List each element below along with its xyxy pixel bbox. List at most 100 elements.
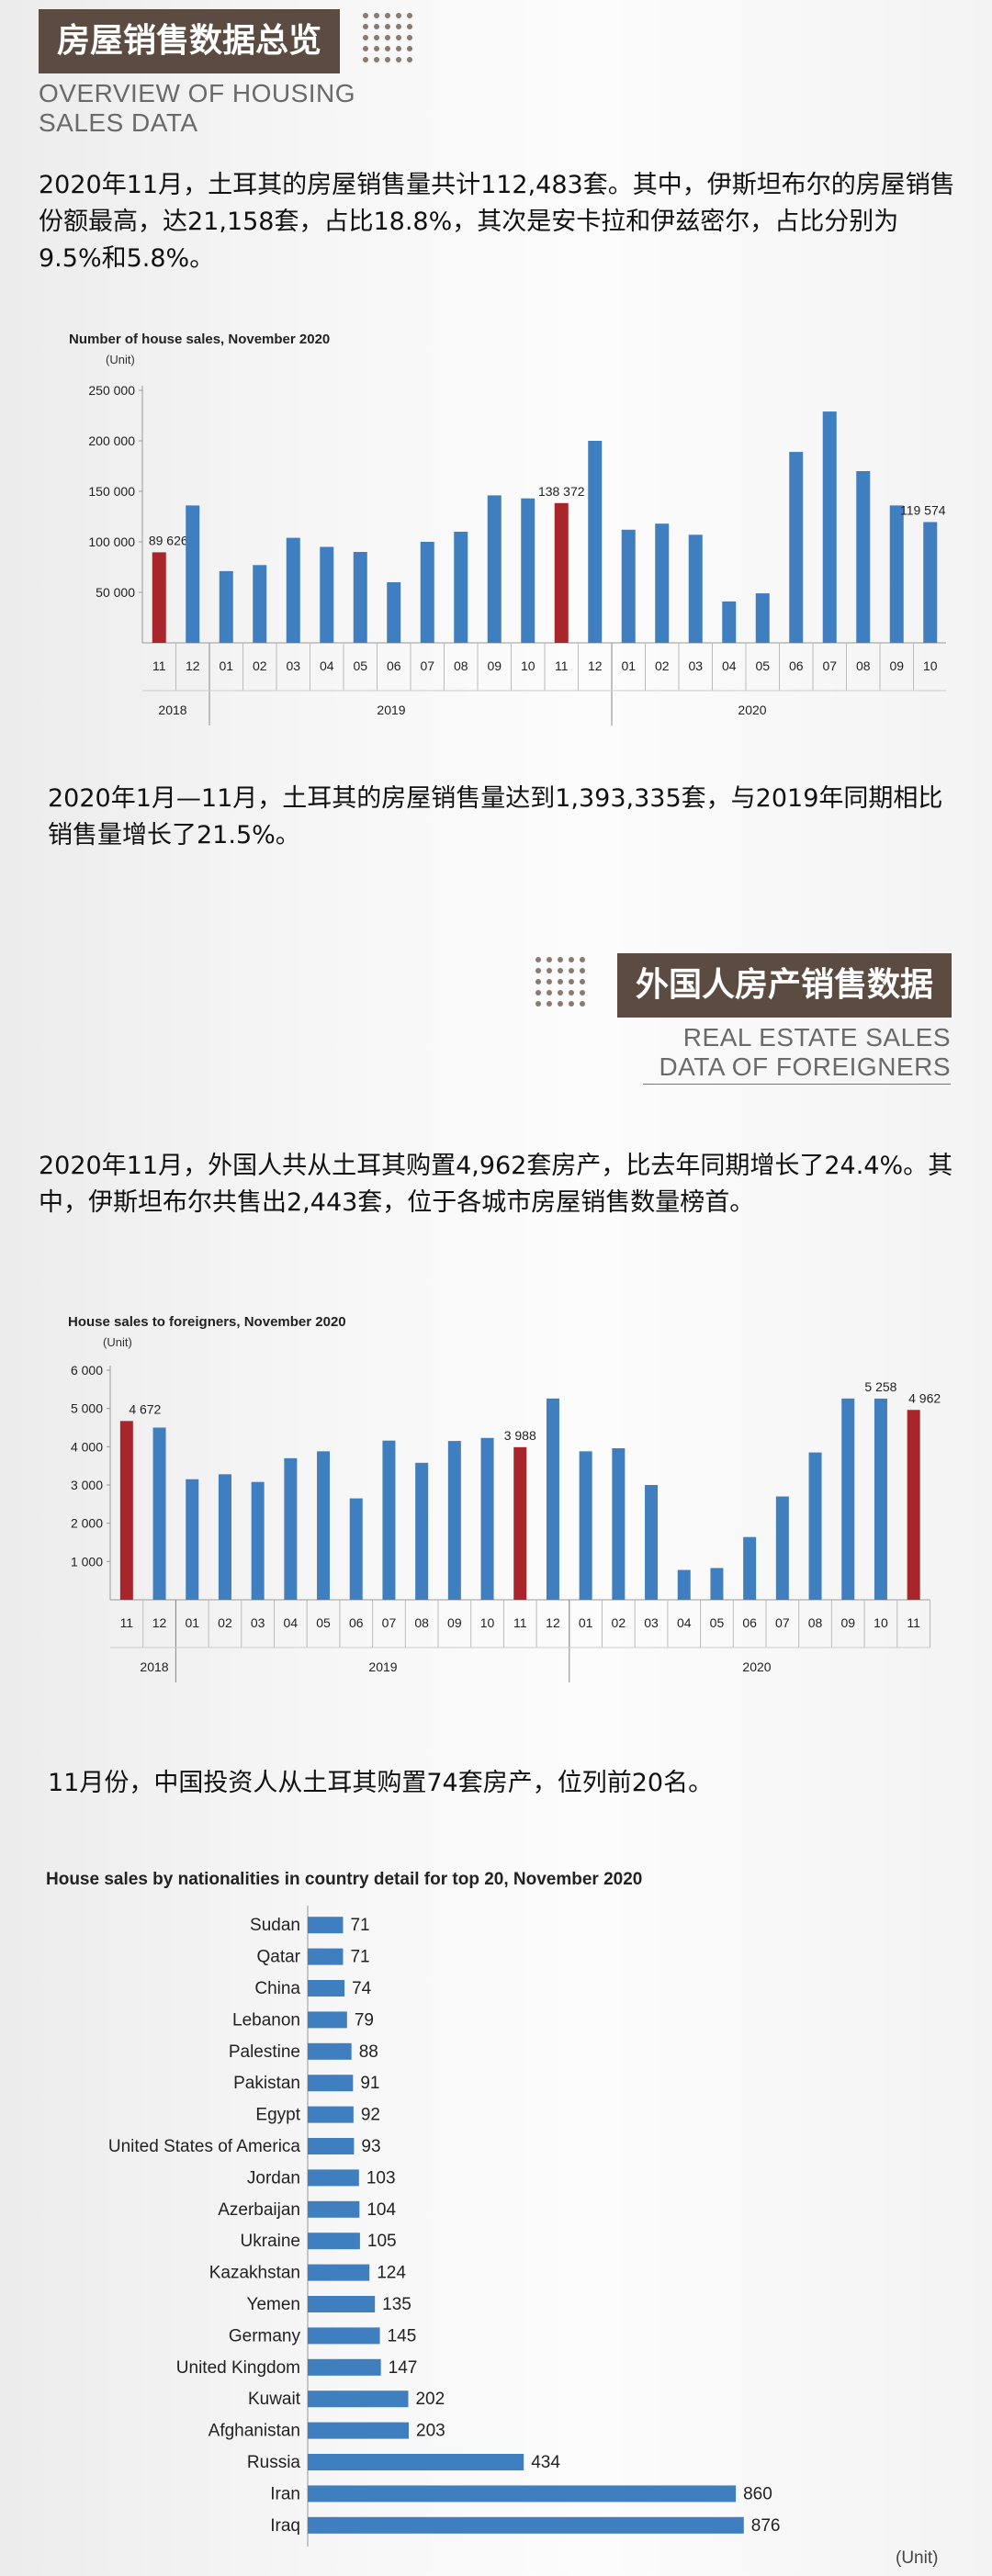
- category-label: Palestine: [229, 2042, 300, 2062]
- x-tick-label: 09: [889, 658, 904, 673]
- subtitle-line: SALES DATA: [39, 108, 198, 137]
- bar: [722, 601, 737, 643]
- category-label: Sudan: [250, 1916, 300, 1935]
- nationality-sales-chart: House sales by nationalities in country …: [46, 1870, 938, 2568]
- x-tick-label: 05: [316, 1615, 331, 1630]
- section-title-text: 外国人房产销售数据: [636, 966, 934, 1004]
- bar: [579, 1451, 592, 1600]
- x-tick-label: 08: [454, 658, 468, 673]
- x-tick-label: 01: [621, 658, 636, 673]
- bar: [186, 1479, 199, 1600]
- year-label: 2020: [742, 1659, 771, 1674]
- y-tick-label: 4 000: [71, 1439, 103, 1454]
- x-tick-label: 10: [521, 658, 535, 673]
- value-label: 74: [352, 1979, 372, 1998]
- year-label: 2018: [158, 703, 186, 717]
- x-tick-label: 12: [152, 1615, 167, 1630]
- bar: [349, 1498, 363, 1600]
- category-label: United States of America: [108, 2137, 301, 2156]
- bar: [487, 495, 502, 643]
- value-label: 860: [743, 2484, 772, 2503]
- bar: [308, 1980, 345, 1997]
- section-subtitle: REAL ESTATE SALES DATA OF FOREIGNERS: [643, 1023, 951, 1082]
- value-label: 434: [531, 2453, 560, 2472]
- ytd-paragraph: 2020年1月—11月，土耳其的房屋销售量达到1,393,335套，与2019年…: [48, 784, 943, 849]
- china-paragraph: 11月份，中国投资人从土耳其购置74套房产，位列前20名。: [48, 1769, 714, 1797]
- bar: [186, 505, 200, 643]
- bar: [218, 1474, 231, 1600]
- section-title-foreigners: 外国人房产销售数据: [617, 953, 953, 1018]
- value-label: 103: [366, 2168, 396, 2188]
- intro-paragraph: 2020年11月，土耳其的房屋销售量共计112,483套。其中，伊斯坦布尔的房屋…: [39, 171, 955, 273]
- y-tick-label: 2 000: [71, 1516, 103, 1531]
- y-tick-label: 150 000: [88, 484, 135, 499]
- subtitle-underline: [643, 1084, 951, 1085]
- x-tick-label: 04: [320, 658, 334, 673]
- y-tick-label: 50 000: [96, 585, 135, 600]
- subtitle-line: REAL ESTATE SALES: [682, 1023, 951, 1052]
- bar: [308, 2296, 376, 2312]
- bar: [546, 1398, 559, 1600]
- chart-title: Number of house sales, November 2020: [69, 332, 330, 347]
- x-tick-label: 06: [742, 1615, 757, 1630]
- bar: [286, 537, 300, 643]
- x-tick-label: 02: [218, 1615, 232, 1630]
- category-label: Afghanistan: [209, 2422, 300, 2441]
- x-tick-label: 04: [722, 658, 737, 673]
- bar: [308, 1917, 344, 1934]
- section-subtitle: OVERVIEW OF HOUSING SALES DATA: [39, 79, 355, 138]
- value-label: 124: [377, 2264, 406, 2283]
- bar: [856, 471, 871, 643]
- data-label: 4 672: [129, 1401, 161, 1416]
- year-label: 2018: [140, 1659, 168, 1674]
- y-tick-label: 250 000: [88, 383, 135, 398]
- x-tick-label: 05: [755, 658, 770, 673]
- category-label: Russia: [247, 2453, 301, 2472]
- bar: [889, 505, 904, 643]
- bar: [320, 546, 334, 643]
- bar: [308, 2233, 360, 2250]
- x-tick-label: 11: [555, 658, 569, 673]
- bar: [119, 1421, 133, 1600]
- bar: [308, 2327, 380, 2345]
- category-label: Iraq: [270, 2516, 300, 2536]
- chart-unit-label: (Unit): [896, 2548, 938, 2568]
- x-tick-label: 03: [688, 658, 703, 673]
- bar: [743, 1536, 757, 1600]
- x-tick-label: 02: [612, 1615, 626, 1630]
- bar: [353, 552, 367, 643]
- subtitle-line: OVERVIEW OF HOUSING: [39, 79, 356, 107]
- x-tick-label: 07: [382, 1615, 397, 1630]
- year-label: 2019: [368, 1659, 397, 1674]
- category-label: Jordan: [247, 2168, 300, 2188]
- bar: [688, 534, 703, 643]
- bar: [808, 1452, 822, 1600]
- y-tick-label: 100 000: [88, 534, 135, 549]
- x-tick-label: 05: [353, 658, 367, 673]
- x-tick-label: 03: [286, 658, 300, 673]
- bar: [308, 2169, 359, 2187]
- bar: [308, 2358, 381, 2376]
- x-tick-label: 06: [789, 658, 804, 673]
- chart-unit-label: (Unit): [103, 1335, 132, 1349]
- category-label: Egypt: [255, 2106, 300, 2125]
- value-label: 876: [751, 2516, 781, 2536]
- value-label: 105: [367, 2232, 397, 2251]
- x-tick-label: 07: [775, 1615, 790, 1630]
- bar: [923, 522, 938, 643]
- chart-title: House sales to foreigners, November 2020: [68, 1314, 346, 1330]
- x-tick-label: 09: [840, 1615, 855, 1630]
- category-label: Germany: [229, 2326, 301, 2345]
- house-sales-chart: Number of house sales, November 2020 (Uni…: [69, 332, 946, 726]
- x-tick-label: 01: [579, 1615, 593, 1630]
- bar: [308, 2200, 360, 2218]
- bar: [308, 2516, 744, 2534]
- x-tick-label: 08: [414, 1615, 429, 1630]
- bar: [789, 452, 804, 643]
- x-tick-label: 03: [251, 1615, 265, 1630]
- bar: [415, 1462, 429, 1600]
- bar: [677, 1569, 691, 1600]
- value-label: 93: [361, 2137, 380, 2156]
- dots-decoration-icon: [535, 957, 588, 1009]
- bar: [554, 502, 569, 643]
